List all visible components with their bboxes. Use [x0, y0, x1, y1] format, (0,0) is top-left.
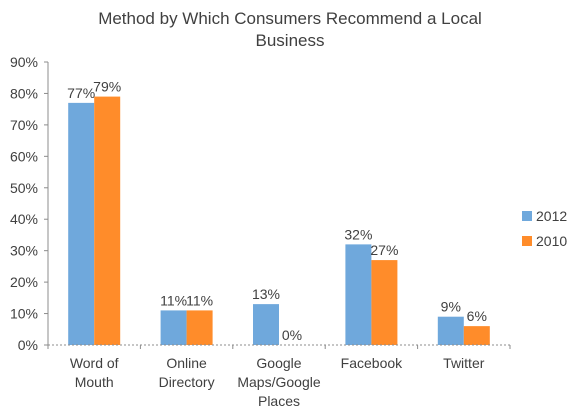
data-label-2010: 0% [282, 327, 302, 343]
y-tick-label: 40% [10, 211, 38, 227]
data-label-2012: 32% [344, 226, 372, 242]
category-label: Mouth [75, 374, 114, 390]
y-tick-label: 10% [10, 306, 38, 322]
data-label-2010: 79% [93, 79, 121, 95]
category-label: Facebook [341, 355, 403, 371]
y-tick-label: 50% [10, 180, 38, 196]
chart-title-line-2: Business [255, 31, 325, 50]
category-label: Maps/Google [237, 374, 320, 390]
data-label-2012: 77% [67, 85, 95, 101]
bar-2010 [463, 326, 490, 345]
chart-title: Method by Which Consumers Recommend a Lo… [0, 8, 580, 52]
bar-2012 [253, 304, 279, 345]
bar-2012 [68, 102, 95, 345]
bar-2012 [160, 310, 187, 345]
y-tick-label: 90% [10, 54, 38, 70]
data-label-2010: 27% [370, 242, 398, 258]
category-label: Places [258, 393, 300, 409]
bar-2012 [345, 244, 372, 345]
y-tick-label: 30% [10, 243, 38, 259]
bar-2010 [371, 260, 398, 345]
category-label: Twitter [443, 355, 485, 371]
y-tick-label: 70% [10, 117, 38, 133]
legend-swatch-2012 [522, 211, 532, 221]
y-tick-label: 20% [10, 274, 38, 290]
bar-2012 [437, 316, 464, 345]
y-tick-label: 0% [18, 337, 38, 353]
category-label: Google [256, 355, 301, 371]
y-tick-label: 80% [10, 85, 38, 101]
legend-swatch-2010 [522, 236, 532, 246]
category-label: Word of [70, 355, 119, 371]
chart-title-line-1: Method by Which Consumers Recommend a Lo… [98, 9, 482, 28]
data-label-2012: 11% [160, 292, 187, 308]
bar-2010 [186, 310, 213, 345]
y-tick-label: 60% [10, 148, 38, 164]
data-label-2010: 6% [467, 308, 487, 324]
legend-label-2010: 2010 [536, 233, 567, 249]
category-label: Online [166, 355, 207, 371]
bar-2010 [94, 96, 121, 345]
data-label-2010: 11% [186, 292, 213, 308]
data-label-2012: 9% [441, 299, 461, 315]
legend-label-2012: 2012 [536, 208, 567, 224]
category-label: Directory [159, 374, 215, 390]
data-label-2012: 13% [252, 286, 280, 302]
